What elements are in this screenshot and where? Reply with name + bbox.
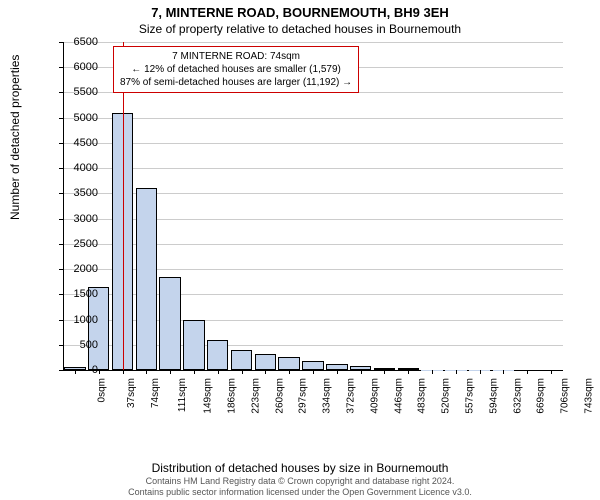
y-tick-label: 3500 xyxy=(74,187,98,199)
x-tick-label: 372sqm xyxy=(346,378,357,414)
chart-title-line1: 7, MINTERNE ROAD, BOURNEMOUTH, BH9 3EH xyxy=(0,0,600,20)
x-tick-label: 594sqm xyxy=(488,378,499,414)
x-tick xyxy=(265,370,266,374)
histogram-bar xyxy=(302,361,323,370)
x-tick-label: 743sqm xyxy=(584,378,595,414)
chart-title-line2: Size of property relative to detached ho… xyxy=(0,20,600,36)
x-tick xyxy=(408,370,409,374)
histogram-bar xyxy=(207,340,228,370)
x-tick-label: 111sqm xyxy=(177,378,188,412)
x-tick xyxy=(75,370,76,374)
x-tick xyxy=(527,370,528,374)
grid-line xyxy=(63,42,563,43)
y-tick-label: 6000 xyxy=(74,61,98,73)
x-tick-label: 669sqm xyxy=(536,378,547,414)
y-tick-label: 3000 xyxy=(74,213,98,225)
x-tick xyxy=(361,370,362,374)
x-tick-label: 557sqm xyxy=(465,378,476,414)
x-tick xyxy=(99,370,100,374)
x-tick xyxy=(480,370,481,374)
x-tick-label: 186sqm xyxy=(227,378,238,414)
y-tick-label: 1500 xyxy=(74,288,98,300)
grid-line xyxy=(63,168,563,169)
x-tick-label: 483sqm xyxy=(417,378,428,414)
y-tick-label: 2000 xyxy=(74,263,98,275)
x-tick xyxy=(503,370,504,374)
footer-line1: Contains HM Land Registry data © Crown c… xyxy=(0,476,600,487)
histogram-bar xyxy=(159,277,180,370)
x-tick xyxy=(337,370,338,374)
y-tick-label: 4000 xyxy=(74,162,98,174)
x-tick-label: 706sqm xyxy=(560,378,571,414)
y-tick-label: 5000 xyxy=(74,112,98,124)
y-tick-label: 6500 xyxy=(74,36,98,48)
annotation-line3: 87% of semi-detached houses are larger (… xyxy=(120,76,352,89)
x-tick xyxy=(218,370,219,374)
annotation-line2: ← 12% of detached houses are smaller (1,… xyxy=(120,63,352,76)
grid-line xyxy=(63,143,563,144)
x-tick xyxy=(551,370,552,374)
histogram-bar xyxy=(278,357,299,370)
x-tick xyxy=(146,370,147,374)
x-tick xyxy=(432,370,433,374)
footer-line2: Contains public sector information licen… xyxy=(0,487,600,498)
histogram-bar xyxy=(255,354,276,370)
y-tick-label: 5500 xyxy=(74,86,98,98)
x-tick-label: 409sqm xyxy=(369,378,380,414)
y-tick-label: 4500 xyxy=(74,137,98,149)
x-tick-label: 520sqm xyxy=(441,378,452,414)
plot-area: 7 MINTERNE ROAD: 74sqm← 12% of detached … xyxy=(63,42,563,402)
y-tick-label: 500 xyxy=(80,339,98,351)
footer-text: Contains HM Land Registry data © Crown c… xyxy=(0,476,600,498)
grid-line xyxy=(63,118,563,119)
x-tick-label: 446sqm xyxy=(393,378,404,414)
y-axis-label: Number of detached properties xyxy=(8,55,22,220)
x-tick-label: 260sqm xyxy=(274,378,285,414)
x-tick xyxy=(123,370,124,374)
x-tick-label: 0sqm xyxy=(96,378,107,402)
x-axis-label: Distribution of detached houses by size … xyxy=(0,461,600,475)
x-tick-label: 334sqm xyxy=(322,378,333,414)
chart-container: 7, MINTERNE ROAD, BOURNEMOUTH, BH9 3EH S… xyxy=(0,0,600,500)
y-tick-label: 1000 xyxy=(74,314,98,326)
histogram-bar xyxy=(136,188,157,370)
x-tick xyxy=(170,370,171,374)
x-tick xyxy=(194,370,195,374)
y-axis-line xyxy=(63,42,64,370)
x-tick xyxy=(242,370,243,374)
x-tick-label: 37sqm xyxy=(126,378,137,408)
x-tick-label: 149sqm xyxy=(203,378,214,414)
y-tick-label: 0 xyxy=(92,364,98,376)
x-tick-label: 223sqm xyxy=(250,378,261,414)
histogram-bar xyxy=(183,320,204,370)
y-tick-label: 2500 xyxy=(74,238,98,250)
x-tick xyxy=(289,370,290,374)
x-tick xyxy=(384,370,385,374)
x-tick xyxy=(313,370,314,374)
histogram-bar xyxy=(231,350,252,370)
x-tick xyxy=(456,370,457,374)
annotation-line1: 7 MINTERNE ROAD: 74sqm xyxy=(120,50,352,63)
x-tick-label: 297sqm xyxy=(298,378,309,414)
x-tick-label: 74sqm xyxy=(150,378,161,408)
annotation-box: 7 MINTERNE ROAD: 74sqm← 12% of detached … xyxy=(113,46,359,93)
x-tick-label: 632sqm xyxy=(512,378,523,414)
